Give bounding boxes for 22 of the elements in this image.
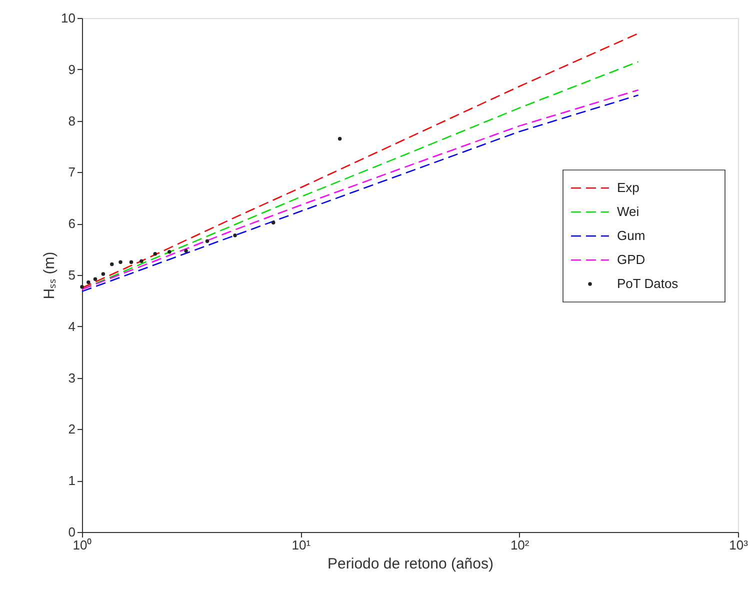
x-tick-label: 10² <box>510 538 530 552</box>
y-tick-label: 7 <box>68 164 76 180</box>
y-tick-label: 10 <box>61 10 76 26</box>
legend-label: Wei <box>617 204 640 219</box>
y-tick-label: 1 <box>68 473 76 488</box>
y-tick-label: 3 <box>68 370 76 386</box>
y-axis-title: Hₛₛ (m) <box>41 252 58 300</box>
y-tick-label: 9 <box>68 62 76 77</box>
legend-label: Gum <box>617 228 646 243</box>
y-tick-label: 0 <box>68 524 76 540</box>
x-tick-label: 10³ <box>729 538 749 552</box>
y-tick-label: 5 <box>68 268 76 282</box>
x-tick-label: 10⁰ <box>72 538 92 552</box>
x-tick-label: 10¹ <box>292 538 312 552</box>
legend-label: GPD <box>617 252 646 267</box>
legend-label: PoT Datos <box>617 276 679 291</box>
y-tick-label: 4 <box>68 318 76 334</box>
x-axis-title: Periodo de retono (años) <box>328 556 494 572</box>
legend-label: Exp <box>617 180 640 195</box>
y-tick-label: 2 <box>68 422 76 437</box>
y-tick-label: 8 <box>68 113 76 128</box>
y-tick-label: 6 <box>68 216 76 232</box>
